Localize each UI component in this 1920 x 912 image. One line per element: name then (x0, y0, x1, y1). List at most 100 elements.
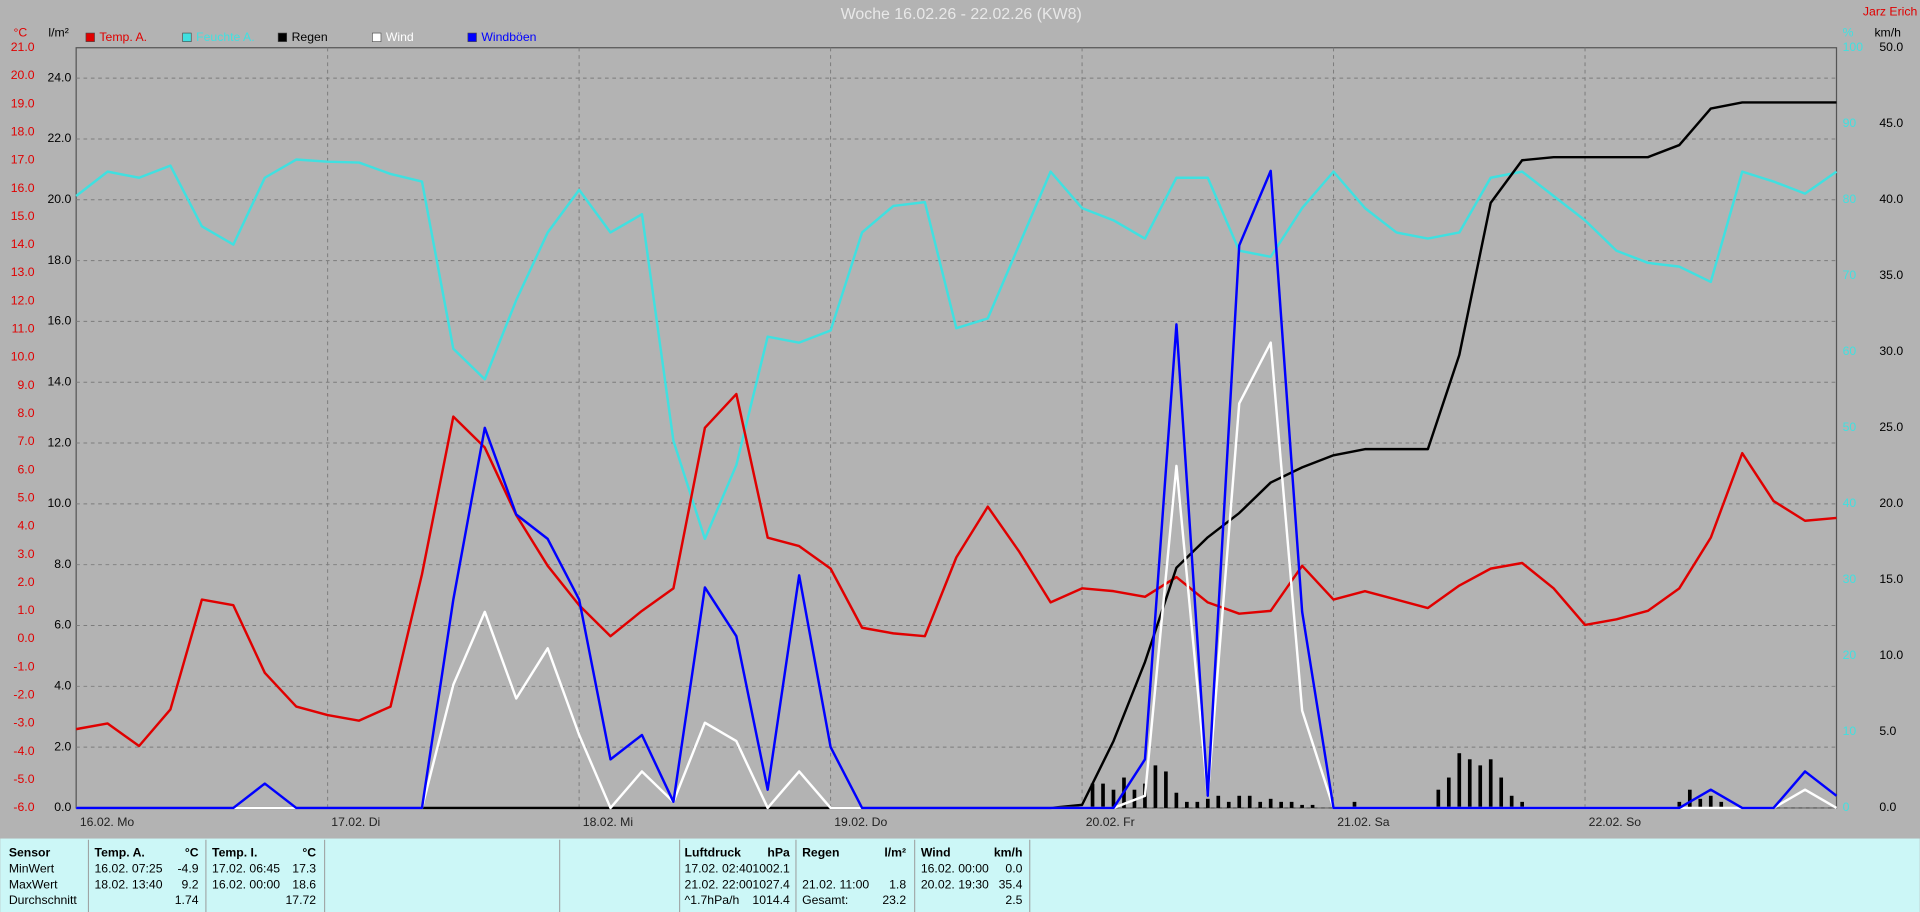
column-unit: l/m² (884, 845, 906, 859)
y-tick-label: 10.0 (47, 496, 71, 510)
rain-bar (1185, 801, 1189, 808)
rain-bar (1258, 801, 1263, 808)
rain-bar (1279, 801, 1283, 808)
rain-bar (1310, 804, 1315, 808)
y-tick-label: -2.0 (13, 688, 34, 702)
y-tick-label: 24.0 (47, 70, 71, 84)
cell-value: 1014.4 (752, 893, 790, 907)
cell-value: 9.2 (182, 877, 199, 891)
cell-value: 1027.4 (752, 877, 790, 891)
column-unit: °C (185, 845, 199, 859)
y-tick-label: 0 (1843, 800, 1850, 814)
y-tick-label: 20.0 (1879, 496, 1903, 510)
cell-label: 18.02. 13:40 (95, 877, 163, 891)
axis-unit: l/m² (48, 25, 68, 39)
legend-swatch (372, 32, 382, 42)
rain-bar (1289, 801, 1294, 808)
y-tick-label: 17.0 (11, 153, 35, 167)
rain-bar (1446, 777, 1451, 808)
y-tick-label: 80 (1843, 192, 1857, 206)
y-tick-label: 0.0 (54, 800, 71, 814)
y-tick-label: 10.0 (1879, 648, 1903, 662)
cell-value: 1.8 (889, 877, 906, 891)
y-tick-label: 16.0 (11, 181, 35, 195)
y-tick-label: 14.0 (47, 374, 71, 388)
y-tick-label: 20.0 (11, 68, 35, 82)
legend-label: Temp. A. (99, 30, 147, 44)
row-label: Sensor (9, 845, 51, 859)
y-tick-label: 8.0 (54, 557, 71, 571)
y-tick-label: 9.0 (18, 378, 35, 392)
y-tick-label: -6.0 (13, 800, 34, 814)
y-tick-label: 15.0 (1879, 572, 1903, 586)
row-label: MaxWert (9, 877, 58, 891)
rain-bar (1687, 789, 1692, 808)
rain-bar (1090, 783, 1095, 808)
rain-bar (1457, 753, 1462, 808)
legend-swatch (277, 32, 288, 42)
x-tick-label: 19.02. Do (834, 815, 887, 829)
legend-label: Feuchte A. (196, 30, 255, 44)
rain-bar (1708, 795, 1713, 808)
cell-label: 16.02. 00:00 (921, 861, 989, 875)
cell-label: 21.02. 11:00 (802, 877, 869, 891)
rain-bar (1520, 801, 1524, 808)
rain-bar (1164, 771, 1168, 808)
axis-unit: km/h (1874, 25, 1901, 39)
y-tick-label: 50 (1843, 420, 1857, 434)
rain-bar (1205, 798, 1210, 808)
x-tick-label: 18.02. Mi (583, 815, 633, 829)
y-tick-label: 60 (1843, 344, 1857, 358)
rain-bar (1509, 795, 1514, 808)
y-tick-label: 4.0 (54, 679, 71, 693)
rain-bar (1226, 801, 1231, 808)
cell-label: 21.02. 22:00 (685, 877, 753, 891)
y-tick-label: 45.0 (1879, 116, 1903, 130)
y-tick-label: 12.0 (11, 293, 35, 307)
cell-value: 18.6 (292, 877, 316, 891)
column-unit: hPa (767, 845, 790, 859)
y-tick-label: 21.0 (11, 40, 35, 54)
legend-swatch (467, 32, 477, 42)
y-tick-label: 4.0 (18, 519, 35, 533)
y-tick-label: 90 (1843, 116, 1857, 130)
y-tick-label: 50.0 (1879, 40, 1903, 54)
y-tick-label: 40 (1843, 496, 1857, 510)
y-tick-label: 16.0 (47, 314, 71, 328)
cell-label: Gesamt: (802, 893, 848, 907)
x-tick-label: 16.02. Mo (80, 815, 135, 829)
cell-value: -4.9 (177, 861, 198, 875)
cell-label: 16.02. 00:00 (212, 877, 280, 891)
column-title: Temp. A. (95, 845, 145, 859)
axis-unit: % (1843, 25, 1854, 39)
y-tick-label: 25.0 (1879, 420, 1903, 434)
y-tick-label: -4.0 (13, 744, 34, 758)
series-line (76, 169, 1838, 810)
x-tick-label: 22.02. So (1589, 815, 1642, 829)
y-tick-label: 6.0 (18, 462, 35, 476)
y-tick-label: -5.0 (13, 772, 34, 786)
y-tick-label: 22.0 (47, 131, 71, 145)
y-tick-label: 5.0 (1879, 724, 1896, 738)
y-tick-label: 10.0 (11, 350, 35, 364)
rain-bar (1101, 783, 1105, 808)
rain-bar (1268, 798, 1273, 808)
cell-value: 1002.1 (752, 861, 790, 875)
rain-bar (1436, 789, 1441, 808)
legend-swatch (182, 32, 192, 42)
x-tick-label: 21.02. Sa (1337, 815, 1390, 829)
cell-value: 1.74 (175, 893, 199, 907)
y-tick-label: 11.0 (12, 322, 35, 336)
y-tick-label: 1.0 (18, 603, 35, 617)
rain-bar (1499, 777, 1504, 808)
y-tick-label: 40.0 (1879, 192, 1903, 206)
column-title: Luftdruck (685, 845, 742, 859)
legend-label: Regen (292, 30, 328, 44)
column-title: Wind (921, 845, 951, 859)
y-tick-label: 100 (1843, 40, 1864, 54)
cell-value: 23.2 (882, 893, 906, 907)
rain-bar (1174, 792, 1179, 808)
y-tick-label: 20.0 (47, 192, 71, 206)
